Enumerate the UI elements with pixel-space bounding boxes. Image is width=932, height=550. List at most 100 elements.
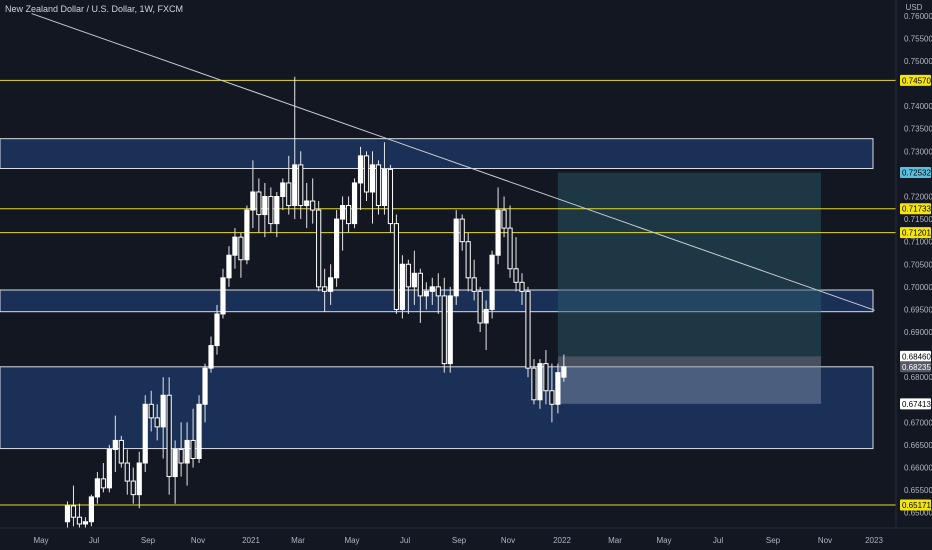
candle-body — [507, 227, 513, 270]
candle[interactable] — [537, 359, 543, 409]
candle[interactable] — [387, 164, 394, 233]
candle[interactable] — [561, 354, 567, 382]
candle-body — [274, 196, 280, 225]
candle[interactable] — [214, 304, 220, 355]
candle[interactable] — [411, 250, 417, 305]
candle[interactable] — [220, 268, 226, 319]
candle-body — [226, 254, 232, 279]
candle[interactable] — [483, 300, 489, 351]
candle-body — [489, 254, 495, 310]
candle[interactable] — [178, 422, 184, 477]
candle[interactable] — [501, 196, 507, 238]
candle-body — [543, 363, 549, 392]
candle[interactable] — [238, 232, 244, 278]
candle[interactable] — [94, 472, 100, 504]
candle[interactable] — [363, 151, 370, 202]
candle[interactable] — [130, 467, 136, 504]
candle-body — [501, 209, 507, 229]
y-tick-label: 0.72000 — [904, 193, 932, 202]
candle[interactable] — [286, 155, 292, 215]
candle[interactable] — [298, 151, 304, 220]
candle[interactable] — [465, 232, 471, 292]
candle[interactable] — [399, 255, 405, 319]
candle[interactable] — [280, 178, 286, 211]
candle[interactable] — [489, 250, 495, 319]
candle[interactable] — [106, 444, 112, 493]
candle[interactable] — [441, 277, 447, 373]
candle[interactable] — [118, 435, 124, 468]
candle[interactable] — [381, 142, 388, 215]
candle[interactable] — [525, 286, 531, 378]
y-tick-label: 0.73000 — [904, 147, 932, 156]
candle[interactable] — [495, 187, 501, 265]
candle[interactable] — [339, 196, 346, 251]
candle[interactable] — [64, 501, 71, 531]
candle[interactable] — [531, 359, 537, 405]
candle[interactable] — [136, 451, 142, 509]
candle[interactable] — [196, 395, 202, 464]
candle[interactable] — [477, 286, 483, 333]
candle[interactable] — [70, 485, 77, 527]
candle[interactable] — [429, 277, 435, 305]
candle[interactable] — [268, 187, 274, 233]
candle[interactable] — [316, 201, 322, 292]
candle[interactable] — [232, 228, 238, 269]
candle[interactable] — [244, 205, 250, 265]
y-tick-label: 0.67000 — [904, 418, 932, 427]
candle[interactable] — [310, 178, 316, 224]
candle[interactable] — [148, 390, 154, 432]
candle[interactable] — [555, 363, 561, 414]
candle[interactable] — [88, 494, 95, 527]
candle[interactable] — [328, 264, 334, 305]
candle[interactable] — [100, 463, 106, 493]
candle[interactable] — [262, 182, 268, 238]
candle[interactable] — [453, 210, 459, 305]
candle[interactable] — [369, 151, 376, 224]
candle[interactable] — [345, 196, 352, 233]
candle[interactable] — [375, 160, 382, 215]
candle[interactable] — [351, 178, 358, 229]
candle[interactable] — [507, 205, 513, 278]
x-tick-label: Nov — [191, 536, 205, 545]
candle[interactable] — [304, 182, 310, 229]
candle[interactable] — [471, 259, 477, 301]
candle[interactable] — [172, 440, 178, 504]
candle[interactable] — [459, 214, 465, 251]
candle[interactable] — [256, 178, 262, 233]
candle[interactable] — [166, 377, 172, 495]
candle[interactable] — [334, 210, 340, 287]
candle[interactable] — [519, 273, 525, 305]
candle[interactable] — [208, 336, 214, 373]
candle-body — [76, 516, 83, 525]
time-axis[interactable] — [0, 528, 932, 550]
candles-group — [64, 76, 567, 540]
candle[interactable] — [154, 404, 160, 441]
candle-body — [495, 209, 501, 256]
candle[interactable] — [160, 377, 166, 459]
price-axis[interactable] — [896, 0, 932, 550]
candle[interactable] — [393, 214, 400, 314]
candle[interactable] — [142, 395, 148, 473]
candle[interactable] — [447, 286, 453, 373]
candle[interactable] — [190, 408, 196, 468]
candle[interactable] — [202, 363, 208, 423]
candle[interactable] — [357, 146, 364, 211]
candle[interactable] — [435, 273, 441, 314]
candle[interactable] — [423, 282, 429, 310]
candle[interactable] — [405, 259, 411, 314]
candle[interactable] — [543, 350, 549, 405]
candle[interactable] — [292, 76, 298, 220]
candle-body — [387, 168, 394, 225]
candle[interactable] — [184, 422, 190, 486]
candle[interactable] — [112, 415, 118, 473]
candle[interactable] — [322, 268, 328, 312]
candle[interactable] — [513, 237, 519, 292]
candle[interactable] — [417, 268, 423, 323]
candle[interactable] — [226, 246, 232, 287]
candle[interactable] — [250, 160, 256, 229]
candle[interactable] — [549, 363, 555, 423]
candle[interactable] — [274, 191, 280, 238]
candle[interactable] — [76, 503, 83, 531]
candle[interactable] — [124, 449, 130, 495]
